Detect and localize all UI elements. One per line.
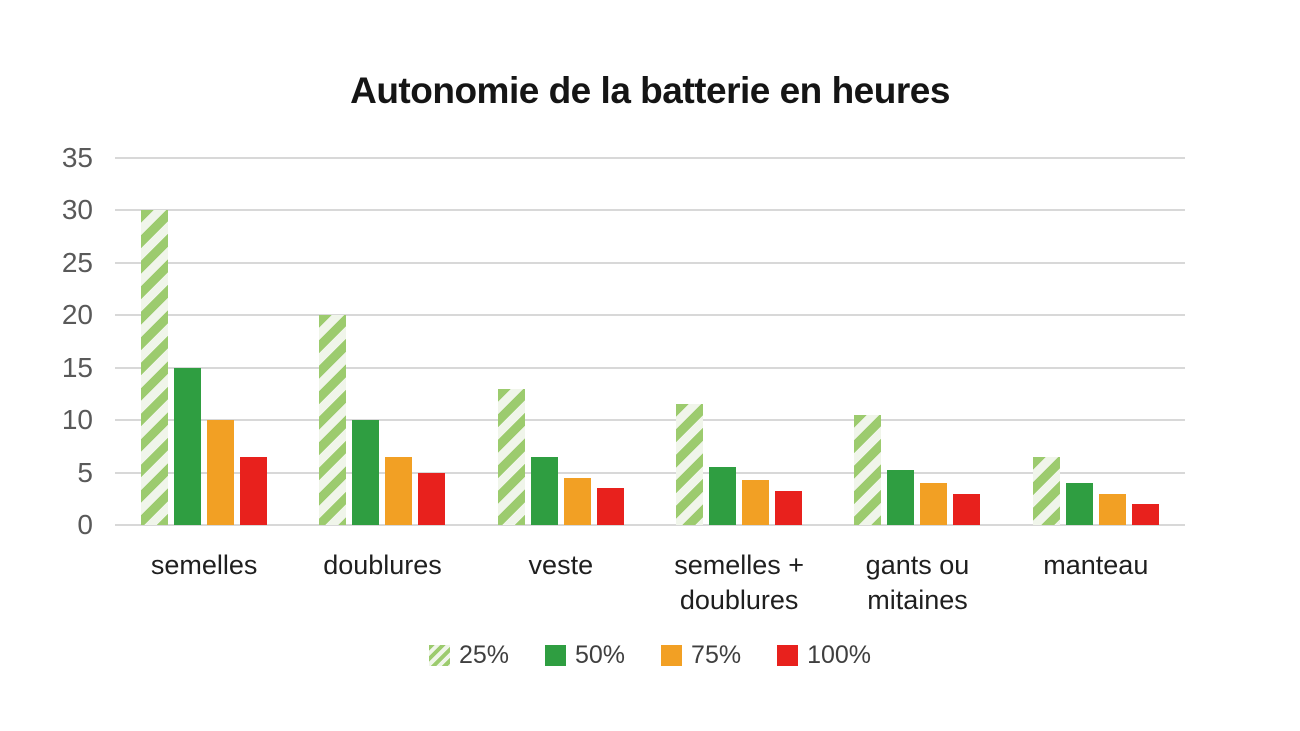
- bar-75%: [1098, 493, 1126, 525]
- legend-item: 75%: [661, 641, 741, 670]
- legend-item: 25%: [428, 641, 509, 670]
- category-label: doublures: [323, 550, 442, 580]
- gridline: [115, 261, 1185, 264]
- category-label: semelles: [150, 550, 258, 580]
- bar-100%: [418, 472, 446, 525]
- bar-25%: [141, 210, 169, 525]
- bar-75%: [742, 480, 770, 525]
- category-label: veste: [528, 550, 594, 580]
- bar-50%: [709, 467, 737, 525]
- plot-area: 0 5 10 15 20 25 30 35: [62, 144, 1185, 539]
- legend-swatch: [777, 645, 799, 666]
- bar-100%: [240, 456, 268, 525]
- bar-50%: [174, 367, 202, 525]
- legend-swatch: [428, 645, 450, 666]
- bar-50%: [352, 420, 380, 525]
- category-label: gants ou mitaines: [865, 550, 970, 616]
- gridline: [115, 471, 1185, 474]
- legend-label: 50%: [575, 641, 626, 669]
- gridline: [115, 366, 1185, 369]
- chart-title: Autonomie de la batterie en heures: [350, 70, 950, 111]
- category-label: manteau: [1043, 550, 1149, 580]
- x-axis-labels: semelles doublures veste semelles + doublur…: [115, 548, 1185, 618]
- bar-100%: [596, 488, 624, 525]
- gridline: [115, 209, 1185, 212]
- bar-group: [828, 158, 1006, 525]
- bar-groups: [115, 158, 1185, 525]
- bar-group: [650, 158, 828, 525]
- bar-100%: [775, 490, 803, 525]
- y-tick-label: 0: [77, 509, 93, 540]
- bar-group: [472, 158, 650, 525]
- bar-100%: [953, 493, 981, 525]
- bar-50%: [887, 469, 915, 525]
- bar-25%: [497, 388, 525, 525]
- legend-label: 25%: [458, 641, 509, 669]
- gridline: [115, 419, 1185, 422]
- bar-group: [115, 158, 293, 525]
- legend-label: 75%: [691, 641, 742, 669]
- bar-25%: [319, 315, 347, 525]
- bar-25%: [1032, 456, 1060, 525]
- bar-75%: [385, 456, 413, 525]
- legend-label: 100%: [807, 641, 872, 669]
- bar-group: [293, 158, 471, 525]
- bar-75%: [563, 477, 591, 525]
- category-label: semelles + doublures: [674, 550, 805, 616]
- bar-25%: [854, 414, 882, 525]
- legend-item: 50%: [545, 641, 625, 670]
- legend: 25% 50% 75% 100%: [0, 641, 1300, 670]
- legend-swatch: [661, 645, 683, 666]
- y-tick-label: 20: [61, 299, 93, 331]
- bar-75%: [207, 420, 235, 525]
- gridline: [115, 157, 1185, 159]
- bar-100%: [1131, 504, 1159, 525]
- y-tick-label: 35: [61, 142, 93, 173]
- y-tick-label: 30: [61, 194, 93, 226]
- bar-25%: [676, 404, 704, 525]
- y-tick-label: 5: [77, 456, 93, 488]
- gridline: [115, 314, 1185, 317]
- y-tick-label: 10: [61, 404, 93, 436]
- legend-item: 100%: [777, 641, 871, 670]
- legend-swatch: [545, 645, 566, 666]
- y-tick-label: 15: [61, 351, 93, 383]
- y-tick-label: 25: [61, 246, 93, 278]
- gridline: [115, 524, 1185, 526]
- bar-50%: [1065, 483, 1093, 525]
- bar-group: [1007, 158, 1185, 525]
- bar-75%: [920, 483, 948, 525]
- bar-50%: [530, 456, 558, 525]
